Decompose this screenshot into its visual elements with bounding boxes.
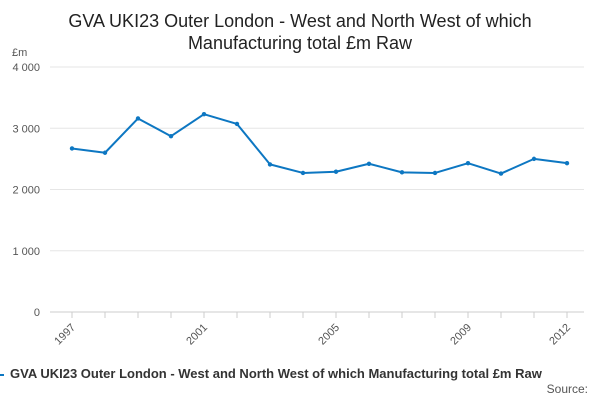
chart-title-line-1: GVA UKI23 Outer London - West and North … bbox=[68, 11, 532, 31]
y-axis-label: £m bbox=[12, 47, 27, 59]
data-point bbox=[267, 162, 273, 167]
data-point bbox=[102, 150, 108, 155]
series-line bbox=[71, 113, 568, 175]
data-point bbox=[366, 161, 372, 166]
data-point bbox=[135, 116, 141, 121]
y-tick-label: 4 000 bbox=[12, 62, 40, 74]
data-point bbox=[300, 170, 306, 176]
plot-area: 0 1 000 2 000 3 000 4 000 £m 1997 2001 2005 2009 2… bbox=[12, 47, 584, 348]
data-point bbox=[399, 170, 405, 175]
y-tick-label: 3 000 bbox=[12, 123, 40, 135]
source-label: Source: bbox=[546, 382, 588, 396]
data-point bbox=[168, 134, 174, 139]
y-tick-label: 0 bbox=[34, 307, 40, 319]
legend-series-swatch bbox=[0, 374, 4, 376]
data-point bbox=[531, 156, 537, 162]
data-point bbox=[69, 146, 75, 151]
chart-title-line-2: Manufacturing total £m Raw bbox=[187, 33, 413, 53]
data-point bbox=[498, 171, 504, 176]
x-tick-label: 2005 bbox=[316, 322, 342, 348]
data-point bbox=[465, 160, 471, 166]
x-tick-label: 2012 bbox=[547, 322, 573, 348]
data-point bbox=[234, 121, 240, 127]
x-tick-label: 2009 bbox=[448, 322, 474, 348]
data-point bbox=[201, 111, 207, 117]
data-point bbox=[564, 160, 570, 166]
data-point bbox=[432, 170, 438, 176]
legend-series-label: GVA UKI23 Outer London - West and North … bbox=[10, 366, 542, 381]
data-point bbox=[333, 169, 339, 174]
x-tick-label: 2001 bbox=[184, 322, 210, 348]
legend[interactable]: GVA UKI23 Outer London - West and North … bbox=[0, 364, 600, 384]
y-tick-label: 2 000 bbox=[12, 185, 40, 197]
y-tick-label: 1 000 bbox=[12, 246, 40, 258]
x-tick-label: 1997 bbox=[52, 322, 78, 348]
